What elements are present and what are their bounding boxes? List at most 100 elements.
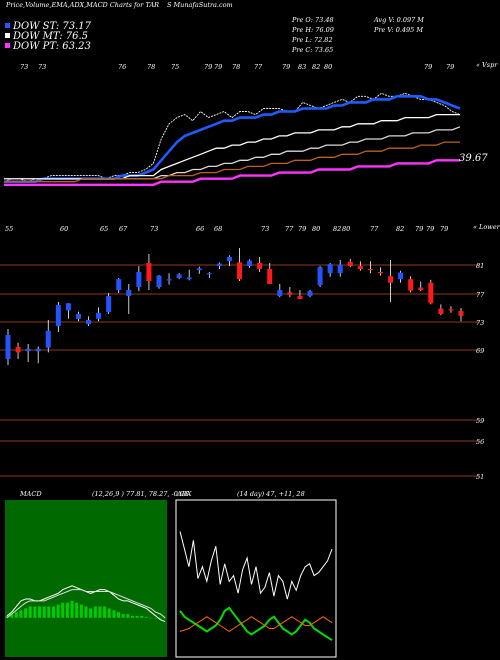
- macd-hist-bar: [149, 617, 153, 619]
- top-tick-label: 79: [424, 63, 432, 71]
- macd-hist-bar: [61, 602, 65, 618]
- macd-hist-bar: [70, 600, 74, 618]
- candle-body: [337, 264, 343, 274]
- top-tick-label: 79: [204, 63, 212, 71]
- candle-body: [408, 279, 414, 291]
- candle-body: [458, 311, 464, 316]
- candle-body: [438, 308, 444, 314]
- mid-tick-label: 68: [214, 225, 222, 233]
- macd-hist-bar: [154, 617, 158, 619]
- macd-hist-bar: [130, 615, 134, 618]
- candle-body: [45, 330, 51, 348]
- pre-open: Pre O: 73.48: [291, 16, 334, 24]
- candle-body: [25, 348, 31, 352]
- macd-hist-bar: [42, 606, 46, 618]
- candle-body: [15, 347, 21, 353]
- candle-body: [247, 260, 253, 266]
- mid-tick-label: 73: [261, 225, 269, 233]
- candle-body: [418, 287, 424, 290]
- ema-line-ema-pt: [4, 159, 460, 186]
- y-tick-label: 69: [476, 347, 484, 355]
- candle-body: [237, 262, 243, 280]
- header-left-title: Price,Volume,EMA,ADX,MACD Charts for TAR: [5, 1, 159, 9]
- macd-hist-bar: [93, 606, 97, 618]
- legend-dow-st: DOW ST: 73.17: [12, 21, 92, 32]
- adx-line-adx: [179, 531, 333, 600]
- candle-body: [55, 305, 61, 326]
- pre-volume: Pre V: 0.495 M: [373, 26, 423, 34]
- pre-close: Pre C: 73.65: [291, 46, 333, 54]
- mid-tick-label: 79: [440, 225, 448, 233]
- top-corner-label: « Vspr: [476, 61, 498, 69]
- candle-body: [347, 261, 353, 266]
- mid-tick-label: 73: [150, 225, 158, 233]
- mid-tick-labels: 55 60 65 67 73 66 68 73 77 79 80 82 80 77 82 79 79 79: [5, 225, 448, 233]
- top-tick-label: 76: [118, 63, 126, 71]
- macd-hist-bar: [98, 606, 102, 618]
- top-tick-label: 75: [171, 63, 179, 71]
- top-tick-label: 78: [147, 63, 155, 71]
- macd-title: MACD: [19, 490, 42, 498]
- candle-body: [166, 279, 172, 281]
- candlesticks: [5, 248, 464, 365]
- macd-hist-bar: [135, 615, 139, 618]
- legend: DOW ST: 73.17 DOW MT: 76.5 DOW PT: 63.23: [5, 21, 92, 52]
- avg-volume: Avg V: 0.097 M: [373, 16, 424, 24]
- macd-plot: [5, 585, 167, 623]
- y-tick-label: 59: [476, 417, 484, 425]
- adx-plot: [179, 531, 333, 642]
- candle-body: [357, 266, 363, 269]
- macd-hist-bar: [14, 612, 18, 618]
- candle-body: [126, 290, 132, 296]
- macd-hist-bar: [47, 606, 51, 618]
- header-right-title: S MunafaSutra.com: [167, 1, 233, 9]
- y-tick-label: 51: [476, 473, 484, 481]
- macd-hist-bar: [65, 602, 69, 618]
- candle-body: [428, 282, 434, 304]
- mid-tick-label: 82: [333, 225, 341, 233]
- candle-body: [267, 269, 273, 284]
- last-value-label: 39.67: [459, 153, 488, 164]
- price-grid-lines: 81 77 73 69 59 56 51: [0, 262, 485, 481]
- macd-hist-bar: [121, 614, 125, 618]
- top-tick-label: 78: [232, 63, 240, 71]
- macd-hist-bar: [10, 614, 14, 618]
- legend-swatch-pt: [5, 43, 10, 48]
- macd-hist-bar: [38, 606, 42, 618]
- top-tick-label: 83: [298, 63, 306, 71]
- candle-body: [86, 320, 92, 325]
- mid-tick-label: 82: [396, 225, 404, 233]
- mid-corner-label: « Lower: [473, 223, 500, 231]
- adx-title: ADX: [176, 490, 192, 498]
- macd-hist-bar: [117, 612, 121, 618]
- adx-line-plus-di: [179, 606, 333, 642]
- macd-hist-bar: [84, 606, 88, 618]
- candle-body: [136, 272, 142, 287]
- candle-body: [206, 273, 212, 275]
- ema-line-ema-long: [4, 126, 461, 180]
- candle-body: [196, 268, 202, 271]
- candle-body: [146, 263, 152, 281]
- candle-body: [287, 292, 293, 295]
- candle-body: [106, 296, 112, 313]
- mid-tick-label: 55: [5, 225, 13, 233]
- candle-body: [277, 290, 283, 296]
- top-tick-labels: 73 73 76 78 75 79 79 78 77 79 83 82 80 79 79: [20, 63, 454, 71]
- candle-body: [65, 303, 71, 311]
- ema-line-price: [3, 92, 461, 183]
- adx-frame: [175, 499, 337, 658]
- legend-dow-pt: DOW PT: 63.23: [12, 41, 91, 52]
- candle-body: [257, 263, 263, 269]
- top-tick-label: 73: [20, 63, 28, 71]
- pre-high: Pre H: 76.09: [291, 26, 334, 34]
- legend-swatch-st: [5, 23, 10, 28]
- macd-hist-bar: [158, 617, 162, 619]
- mid-tick-label: 60: [60, 225, 68, 233]
- macd-line-signal: [6, 589, 166, 619]
- legend-swatch-mt: [5, 33, 10, 38]
- pre-low: Pre L: 72.82: [291, 36, 333, 44]
- candle-body: [35, 348, 41, 352]
- candle-body: [327, 264, 333, 274]
- candle-body: [317, 267, 323, 286]
